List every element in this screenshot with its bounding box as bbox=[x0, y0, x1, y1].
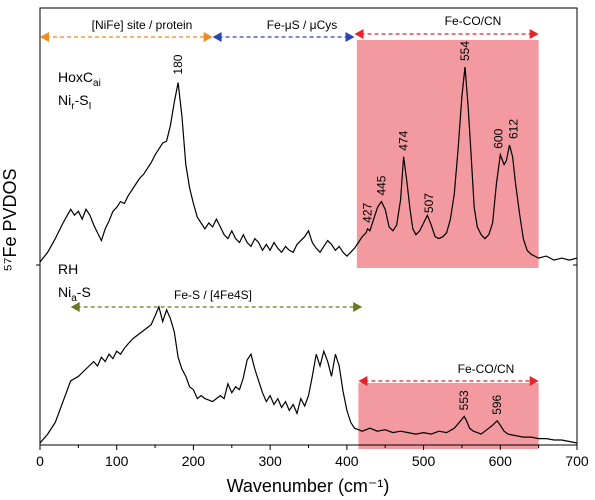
panel-label-ni-state-top: Nir-SI bbox=[58, 92, 91, 112]
arrow-nife-head-left bbox=[40, 32, 49, 42]
arrow-feco_bottom-head-left bbox=[358, 376, 368, 386]
arrow-fes-head-left bbox=[70, 302, 80, 312]
x-axis: 0 100 200 300 400 500 600 700 bbox=[36, 445, 589, 469]
x-tick-label-0: 0 bbox=[36, 453, 44, 469]
arrow-feus-head-left bbox=[212, 32, 222, 42]
arrow-feco_top-head-left bbox=[354, 29, 364, 39]
arrow-feus-head-right bbox=[345, 32, 355, 42]
peak-label-554: 554 bbox=[458, 41, 472, 61]
feco-highlight-bottom bbox=[358, 383, 539, 449]
region-label-feco-top: Fe-CO/CN bbox=[445, 14, 502, 28]
peak-label-474: 474 bbox=[397, 130, 411, 150]
peak-label-553: 553 bbox=[457, 390, 471, 410]
x-tick-label-400: 400 bbox=[335, 453, 359, 469]
region-label-nife: [NiFe] site / protein bbox=[92, 18, 193, 32]
peak-label-612: 612 bbox=[506, 119, 520, 139]
y-axis-title: ⁵⁷Fe PVDOS bbox=[0, 169, 20, 272]
peak-label-507: 507 bbox=[422, 193, 436, 213]
x-tick-label-600: 600 bbox=[489, 453, 513, 469]
x-tick-label-300: 300 bbox=[258, 453, 282, 469]
peak-label-180: 180 bbox=[171, 54, 185, 74]
peak-label-600: 600 bbox=[491, 128, 505, 148]
x-tick-label-200: 200 bbox=[182, 453, 206, 469]
panel-label-rh: RH bbox=[58, 261, 78, 277]
region-label-feco-bottom: Fe-CO/CN bbox=[458, 362, 515, 376]
peak-label-427: 427 bbox=[361, 203, 375, 223]
region-label-feus: Fe-μS / μCys bbox=[267, 18, 338, 32]
x-tick-label-700: 700 bbox=[565, 453, 589, 469]
x-tick-label-100: 100 bbox=[105, 453, 129, 469]
arrow-feco_bottom-head-right bbox=[529, 376, 539, 386]
panel-label-ni-state-bottom: Nia-S bbox=[58, 284, 91, 304]
region-arrows bbox=[40, 29, 539, 386]
peak-labels: 180 427 445 474 507 554 600 612 553 596 bbox=[171, 41, 520, 415]
rh-spectrum-line bbox=[39, 304, 578, 444]
peak-label-445: 445 bbox=[374, 175, 388, 195]
x-axis-title: Wavenumber (cm⁻¹) bbox=[227, 476, 390, 496]
panel-label-hoxc: HoxCai bbox=[58, 69, 101, 89]
hoxc-spectrum-line bbox=[39, 66, 578, 263]
peak-label-596: 596 bbox=[490, 394, 504, 414]
region-label-fes: Fe-S / [4Fe4S] bbox=[174, 288, 252, 302]
arrow-fes-head-right bbox=[353, 302, 363, 312]
x-tick-label-500: 500 bbox=[412, 453, 436, 469]
arrow-feco_top-head-right bbox=[529, 29, 539, 39]
arrow-nife-head-right bbox=[203, 32, 213, 42]
